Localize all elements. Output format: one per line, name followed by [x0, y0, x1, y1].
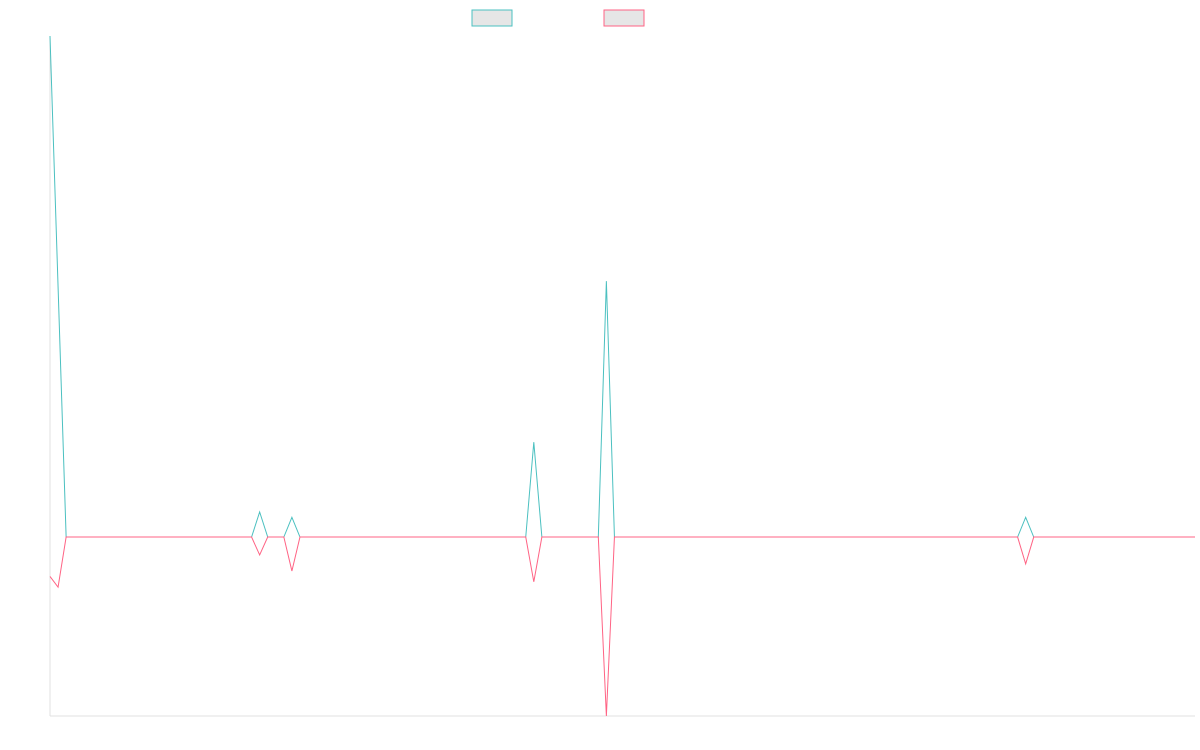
series-2-line — [49, 536, 1195, 717]
legend — [471, 9, 645, 27]
legend-swatch-series-1[interactable] — [471, 9, 513, 27]
series-layer — [49, 35, 1195, 717]
series-1-line — [49, 35, 1195, 538]
legend-swatch-series-2[interactable] — [603, 9, 645, 27]
